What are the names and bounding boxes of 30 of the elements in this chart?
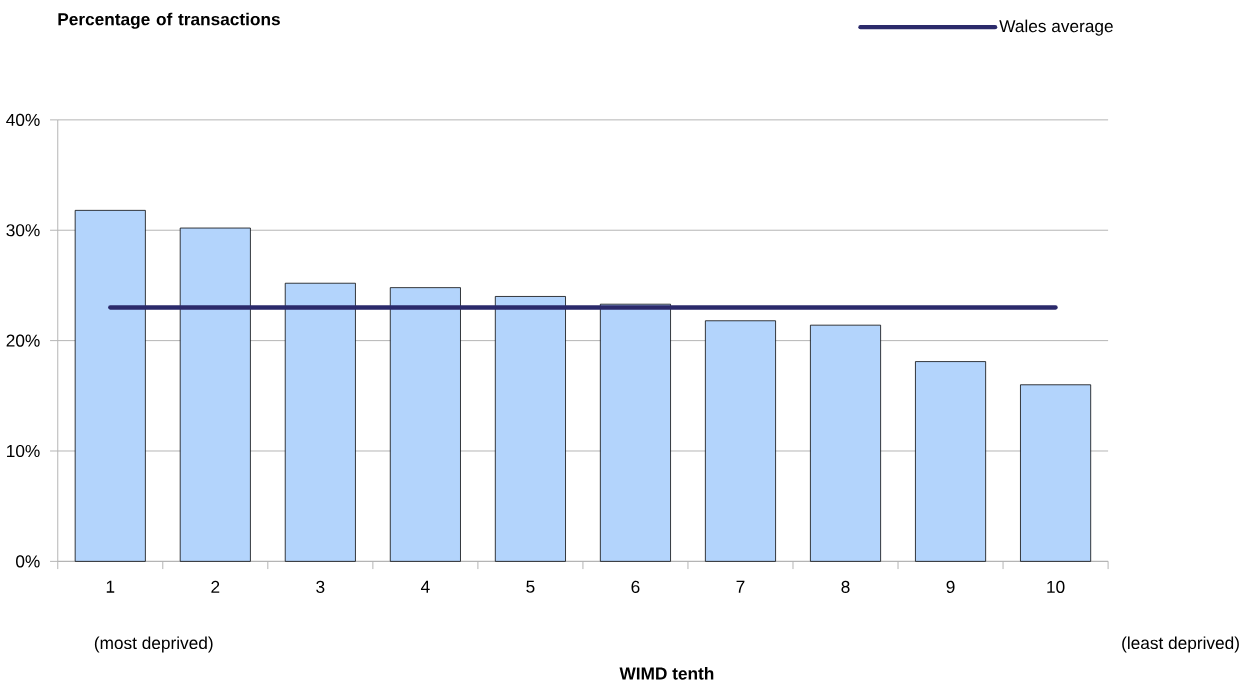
bar <box>1020 384 1092 562</box>
bar <box>704 320 776 562</box>
bar <box>389 287 461 562</box>
text: (most deprived) <box>94 636 213 653</box>
y-tick-label: 10% <box>7 444 40 458</box>
text: Wales average <box>999 19 1113 36</box>
bar <box>284 282 356 562</box>
x-tick-label: 7 <box>736 580 745 593</box>
y-tick-label: 0% <box>16 555 40 568</box>
x-tick-label: 9 <box>946 580 955 594</box>
y-tick-label: 20% <box>6 334 40 347</box>
bar <box>494 296 566 562</box>
x-tick-label: 10 <box>1047 580 1065 594</box>
x-tick-label: 1 <box>106 580 115 593</box>
x-tick-label: 8 <box>841 580 850 594</box>
x-tick-label: 4 <box>420 580 430 593</box>
x-tick-label: 6 <box>631 580 640 594</box>
x-tick-label: 3 <box>316 580 325 594</box>
bar <box>810 324 882 562</box>
text: (least deprived) <box>1122 636 1239 653</box>
y-tick-label: 40% <box>6 113 40 127</box>
y-axis-title: Percentage of transactions <box>58 12 280 29</box>
x-axis-title: WIMD tenth <box>619 667 714 680</box>
bar <box>74 210 146 562</box>
bar <box>179 227 251 562</box>
y-tick-label: 30% <box>6 224 40 237</box>
bar <box>599 303 671 562</box>
bar <box>915 361 987 562</box>
x-tick-label: 5 <box>526 580 535 593</box>
x-tick-label: 2 <box>211 580 220 593</box>
